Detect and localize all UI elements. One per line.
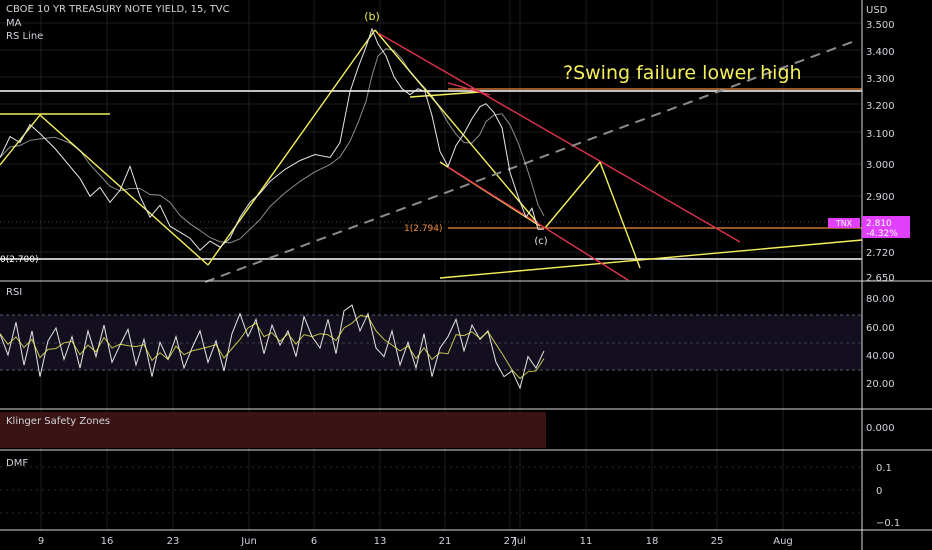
fib-label: 1(2.794) xyxy=(404,224,443,234)
x-tick-8: Jul xyxy=(513,536,526,547)
indicator-ma[interactable]: MA xyxy=(6,18,22,29)
x-tick-9: 11 xyxy=(580,536,593,547)
x-tick-6: 21 xyxy=(439,536,452,547)
ticker-change: -4.32% xyxy=(866,229,898,239)
rsi-pane-title[interactable]: RSI xyxy=(6,287,23,298)
trend-line-4 xyxy=(409,91,481,98)
rsi-tick-3: 20.00 xyxy=(866,379,895,390)
wave-c-label: (c) xyxy=(534,236,547,247)
y-tick-3: 3.200 xyxy=(866,101,895,112)
y-tick-5: 3.000 xyxy=(866,160,895,171)
moving-average-line xyxy=(0,48,545,244)
trend-line-9 xyxy=(377,32,741,243)
trend-line-0 xyxy=(0,114,41,166)
dmf-pane-title[interactable]: DMF xyxy=(6,458,29,469)
rsi-tick-0: 80.00 xyxy=(866,294,895,305)
indicator-rs-line[interactable]: RS Line xyxy=(6,31,44,42)
trend-line-6 xyxy=(544,161,601,229)
rsi-zone xyxy=(0,315,862,370)
ticker-price: 2.810 xyxy=(866,219,892,229)
x-tick-0: 9 xyxy=(38,536,44,547)
trend-lines xyxy=(0,29,863,283)
trend-line-2 xyxy=(207,29,376,266)
trend-line-10 xyxy=(447,166,629,281)
klinger-zone xyxy=(0,412,546,448)
price-axis: USD 3.500 3.400 3.300 3.200 3.100 3.000 2.900 2.… xyxy=(866,5,900,529)
grid-lines xyxy=(0,0,862,530)
y-axis-unit: USD xyxy=(866,5,888,16)
rsi-tick-1: 60.00 xyxy=(866,323,895,334)
trend-line-8 xyxy=(439,239,863,279)
ticker-symbol: TNX xyxy=(835,219,853,228)
level-label: 0(2.700) xyxy=(0,255,39,265)
x-tick-10: 18 xyxy=(646,536,659,547)
trend-line-11 xyxy=(447,82,491,96)
y-tick-2: 3.300 xyxy=(866,74,895,85)
x-tick-1: 16 xyxy=(101,536,114,547)
x-tick-4: 6 xyxy=(311,536,317,547)
dmf-tick-0: 0.1 xyxy=(876,463,892,474)
x-tick-3: Jun xyxy=(240,536,257,547)
chart-title: CBOE 10 YR TREASURY NOTE YIELD, 15, TVC xyxy=(6,4,230,15)
x-tick-11: 25 xyxy=(711,536,724,547)
annotations: (b) (c) ?Swing failure lower high 1(2.794) 0… xyxy=(0,10,910,265)
ticker-price-badge xyxy=(862,216,910,238)
klinger-tick-0: 0.000 xyxy=(866,423,895,434)
price-series-line xyxy=(0,27,544,251)
x-tick-7: 27 xyxy=(504,536,517,547)
dmf-tick-2: −0.1 xyxy=(876,518,900,529)
trend-line-7 xyxy=(599,161,641,269)
rsi-series-line xyxy=(0,304,545,390)
klinger-pane-title[interactable]: Klinger Safety Zones xyxy=(6,416,111,427)
rsi-ma-line xyxy=(0,315,545,380)
indicator-bands xyxy=(0,314,862,514)
y-tick-4: 3.100 xyxy=(866,129,895,140)
y-tick-8: 2.720 xyxy=(866,248,895,259)
swing-failure-annotation: ?Swing failure lower high xyxy=(563,62,802,84)
x-tick-5: 13 xyxy=(374,536,387,547)
y-tick-0: 3.500 xyxy=(866,20,895,31)
rsi-tick-2: 40.00 xyxy=(866,351,895,362)
y-tick-6: 2.900 xyxy=(866,192,895,203)
ticker-symbol-badge xyxy=(828,218,860,228)
x-tick-12: Aug xyxy=(773,536,793,547)
dmf-tick-1: 0 xyxy=(876,486,882,497)
wave-b-label: (b) xyxy=(364,10,380,23)
y-tick-9: 2.650 xyxy=(866,273,895,284)
x-tick-2: 23 xyxy=(167,536,180,547)
trend-line-3 xyxy=(374,29,541,227)
y-tick-1: 3.400 xyxy=(866,47,895,58)
dashed-trend-line xyxy=(204,41,853,283)
